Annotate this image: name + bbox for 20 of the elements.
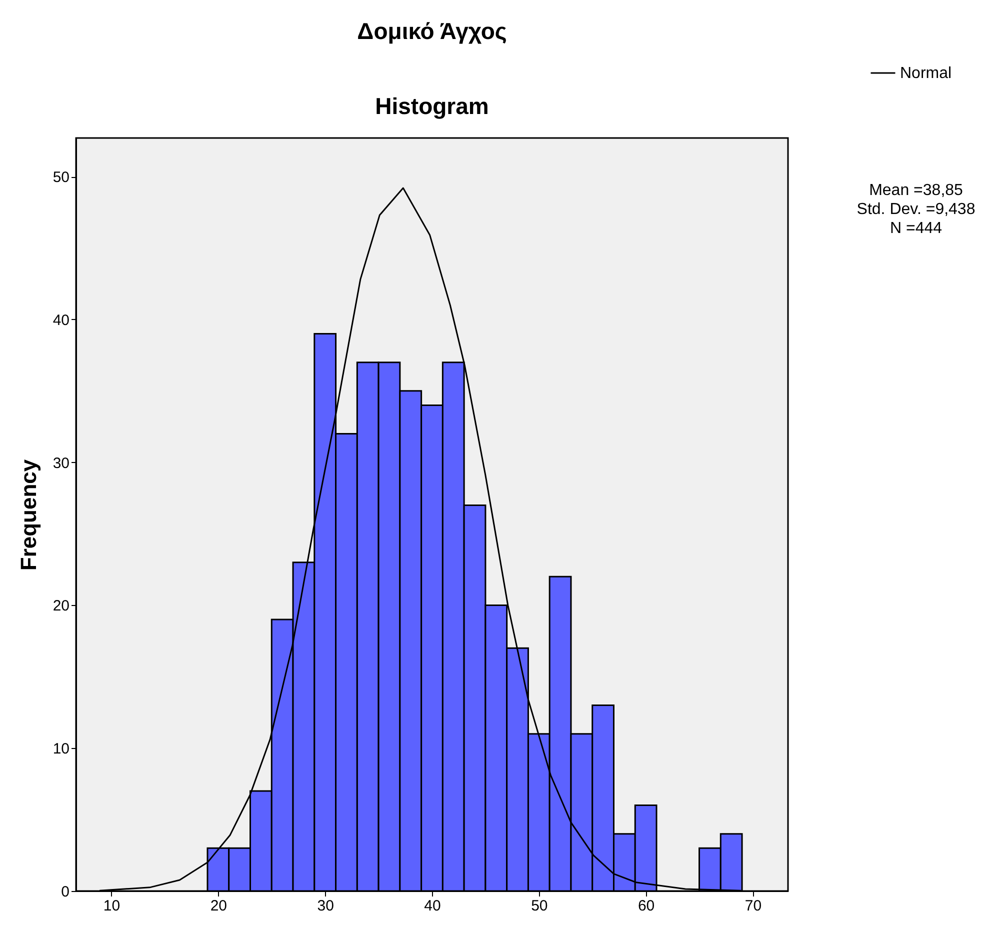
x-tick-label: 70 bbox=[744, 898, 762, 914]
text: N =444 bbox=[890, 220, 942, 237]
y-tick-label: 0 bbox=[61, 884, 70, 900]
chart-title: Δομικό Άγχος bbox=[357, 18, 507, 44]
y-tick-label: 50 bbox=[52, 169, 70, 186]
y-tick-label: 10 bbox=[52, 740, 70, 758]
text: Mean =38,85 bbox=[869, 182, 964, 199]
text: Std. Dev. =9,438 bbox=[856, 201, 976, 218]
y-tick-label: 30 bbox=[52, 454, 70, 472]
y-tick-label: 40 bbox=[52, 312, 70, 329]
y-tick-label: 20 bbox=[52, 598, 70, 615]
x-tick-label: 10 bbox=[103, 898, 120, 914]
x-tick-label: 30 bbox=[317, 898, 334, 914]
x-tick-label: 60 bbox=[638, 898, 655, 914]
chart-subtitle: Histogram bbox=[375, 93, 489, 119]
x-tick-label: 50 bbox=[531, 898, 548, 914]
x-tick-label: 40 bbox=[424, 898, 441, 914]
y-axis-title: Frequency bbox=[16, 458, 41, 571]
x-tick-label: 20 bbox=[210, 898, 228, 914]
legend-label: Normal bbox=[900, 65, 952, 82]
